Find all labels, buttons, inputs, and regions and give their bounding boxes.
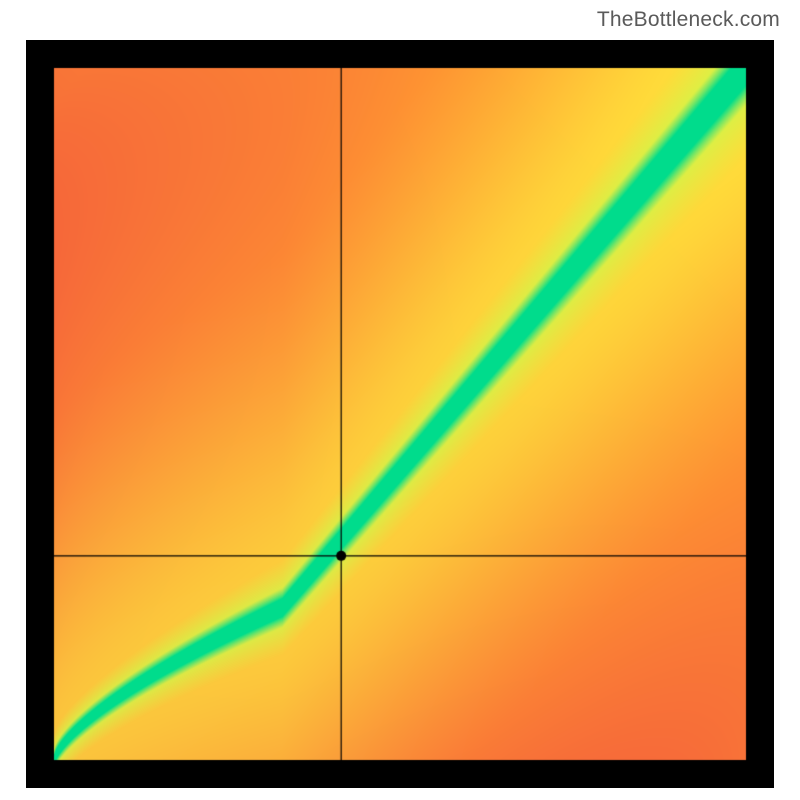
bottleneck-heatmap	[26, 40, 774, 788]
chart-container: TheBottleneck.com	[0, 0, 800, 800]
watermark-text: TheBottleneck.com	[597, 8, 780, 32]
